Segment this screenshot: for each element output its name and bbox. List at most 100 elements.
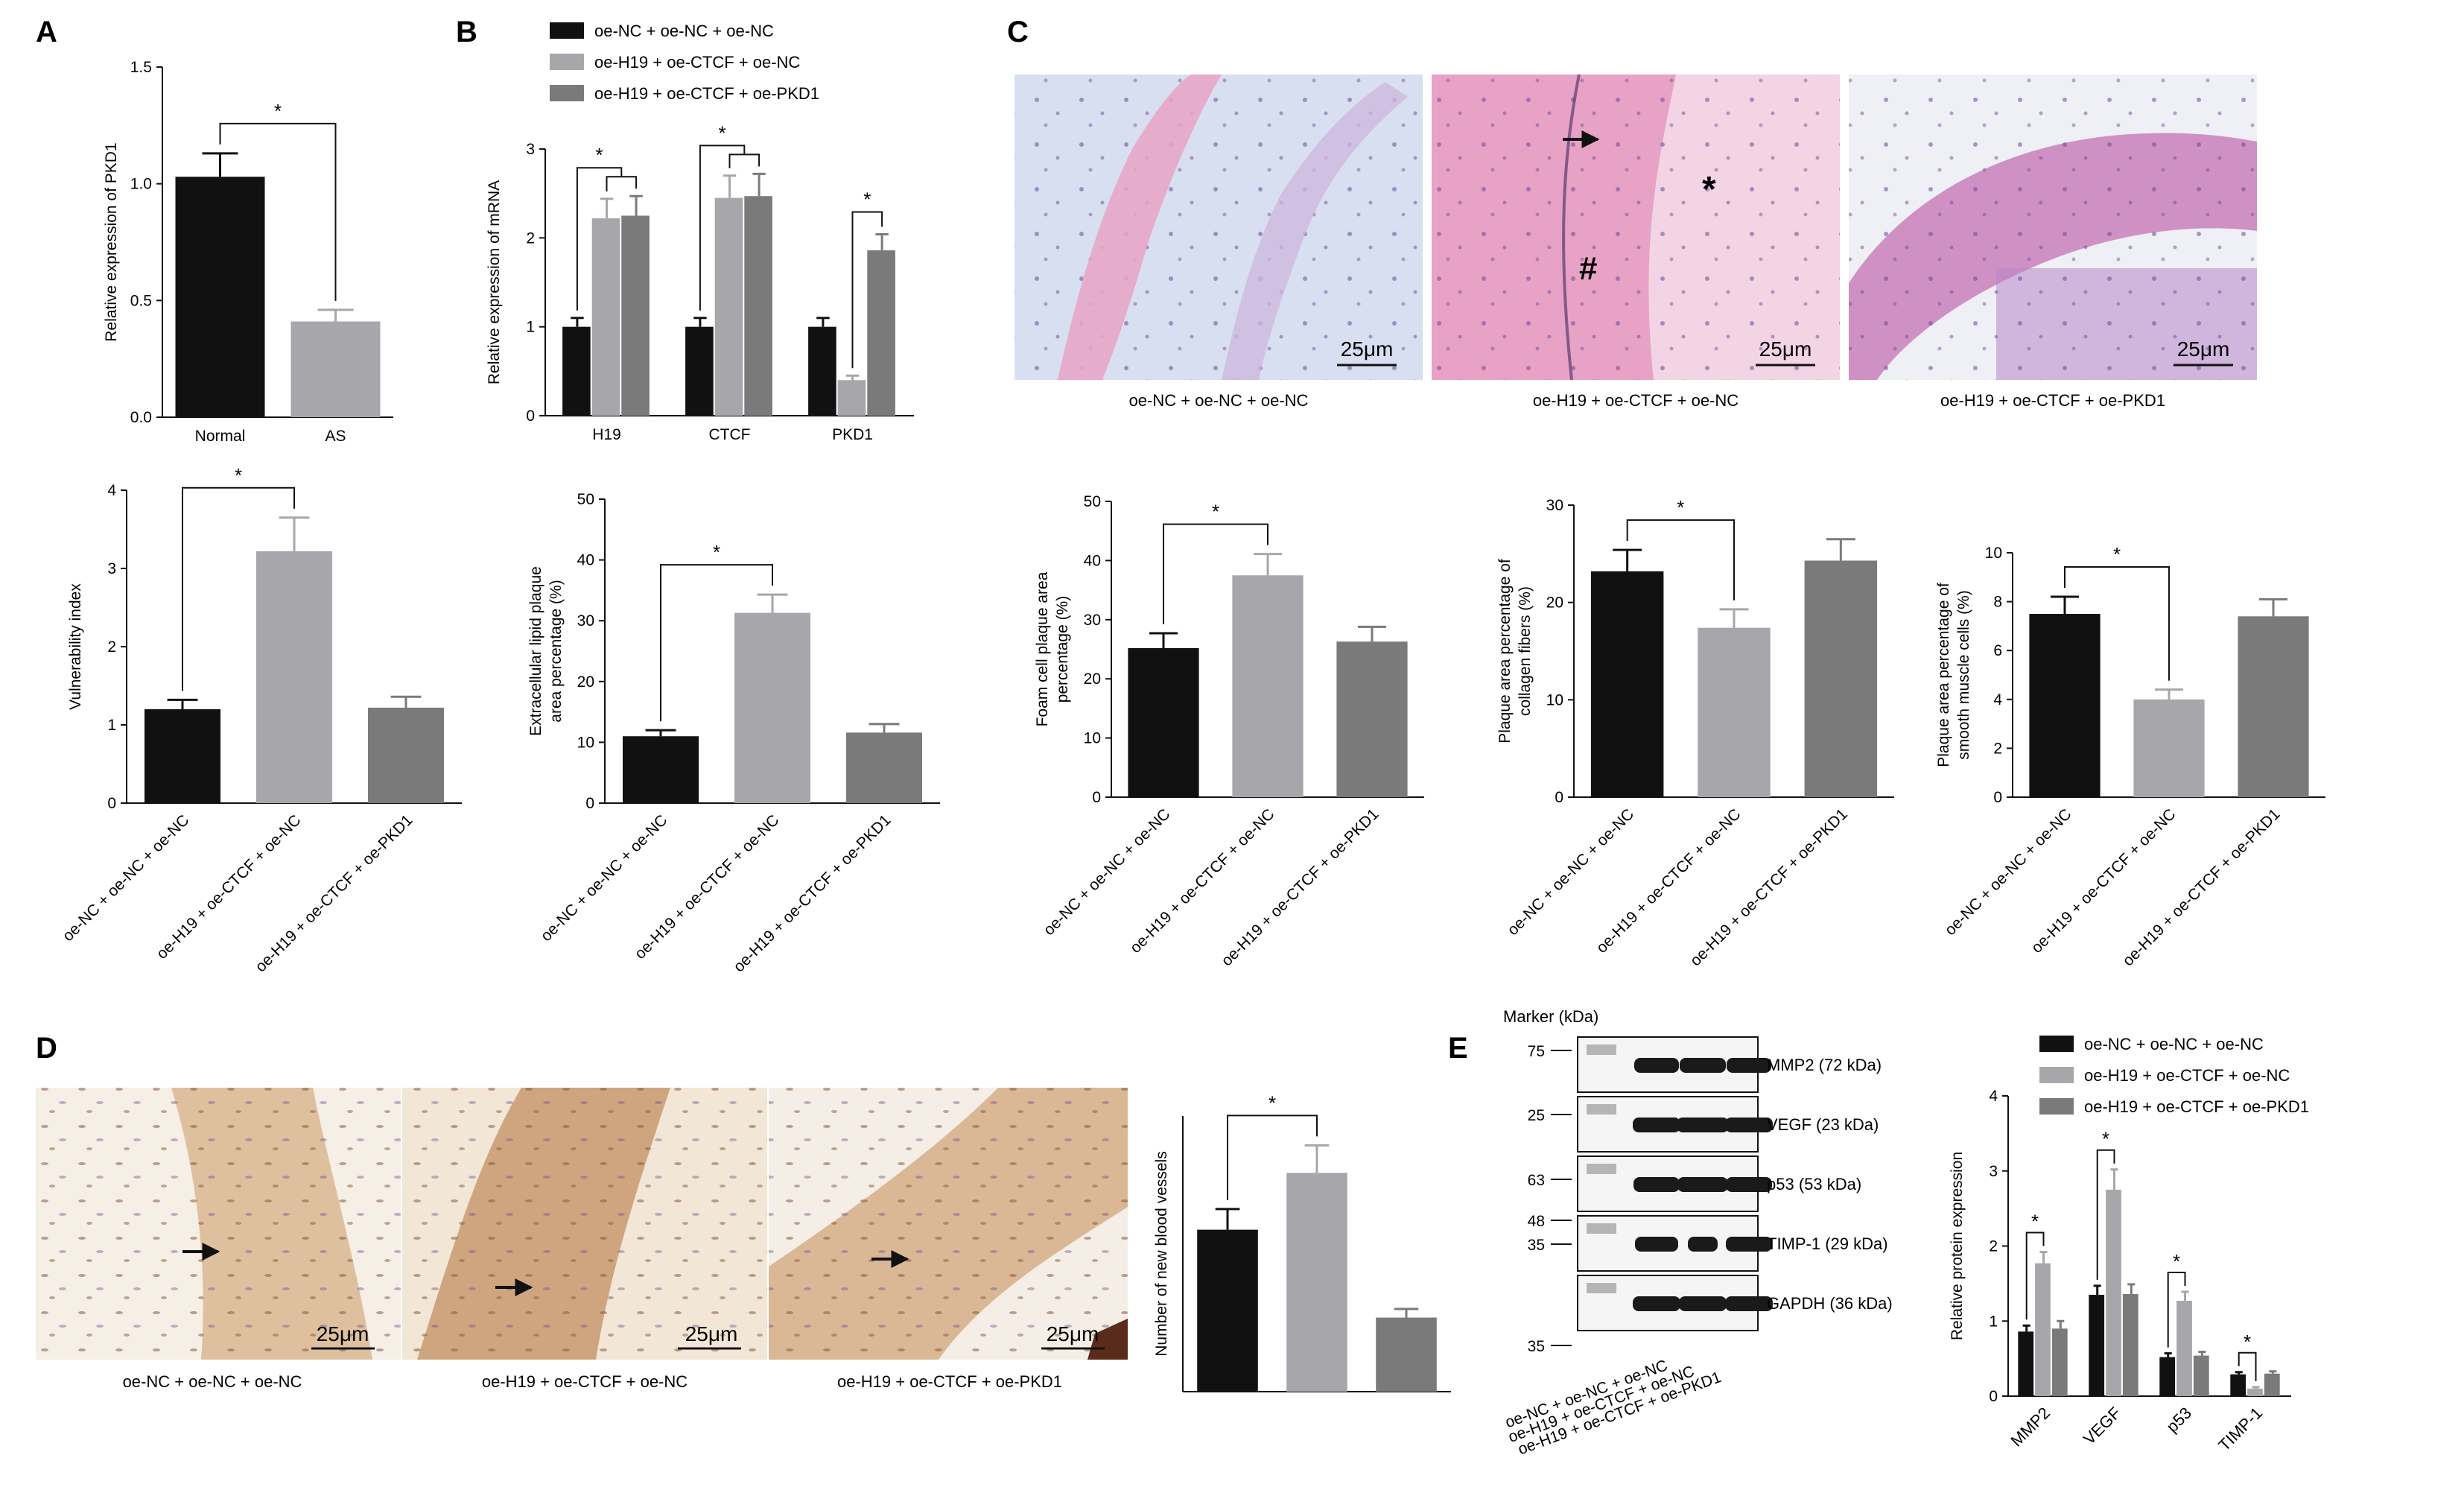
blot-band (1725, 1296, 1773, 1311)
significance-bracket (2025, 1231, 2045, 1320)
chart-collagen: 0 10 20 30 Plaque area percentage of collagen… (1496, 496, 1894, 969)
legend-label: oe-H19 + oe-CTCF + oe-NC (2084, 1066, 2290, 1085)
chart-foam-cell: 0 10 20 30 40 50 Foam cell plaque area percenta… (1034, 493, 1424, 969)
x-tick-label: TIMP-1 (2214, 1404, 2266, 1455)
significance-bracket (576, 167, 623, 311)
panel-letter-e: E (1448, 1032, 1468, 1065)
bar (256, 551, 332, 803)
y-axis-label: Relative expression of mRNA (486, 180, 503, 384)
blot-band (1677, 1118, 1729, 1132)
bar (1128, 647, 1199, 797)
y-tick-label: 0 (1555, 789, 1563, 806)
bar (685, 326, 714, 416)
legend-swatch (2039, 1098, 2074, 1115)
ihc-scale-1: 25μm (317, 1322, 369, 1345)
bar (714, 197, 743, 416)
significance-bracket (219, 122, 337, 301)
bar (2029, 614, 2101, 797)
significance-bracket (728, 153, 761, 168)
significance-bracket (1227, 1115, 1318, 1200)
y-tick-label: 8 (1993, 594, 2002, 611)
blot-band (1635, 1237, 1678, 1252)
blot-band (1725, 1118, 1773, 1132)
blot-band (1633, 1296, 1680, 1311)
y-tick-label: 1 (526, 319, 535, 336)
y-tick-label: 0.0 (130, 409, 152, 426)
bar (734, 612, 810, 803)
y-tick-label: 4 (107, 482, 116, 499)
bar (2133, 699, 2205, 797)
bar (744, 196, 772, 416)
y-tick-label: 1 (1989, 1313, 1998, 1330)
blot-band-label: GAPDH (36 kDa) (1767, 1294, 1893, 1313)
he-caption-1: oe-NC + oe-NC + oe-NC (1129, 391, 1309, 410)
x-tick-label: VEGF (2080, 1404, 2124, 1448)
significance-bracket (182, 486, 295, 691)
y-tick-label: 0.5 (130, 292, 152, 309)
ihc-scale-3: 25μm (1047, 1322, 1099, 1345)
x-tick-label: PKD1 (832, 426, 873, 443)
significance-bracket (699, 145, 746, 311)
legend-swatch (2039, 1067, 2074, 1083)
ihc-image-1 (36, 1088, 401, 1360)
bar (2176, 1301, 2192, 1396)
bar (867, 250, 895, 416)
panel-letter-c: C (1007, 16, 1029, 48)
bar (2193, 1355, 2209, 1396)
marker-lane-band (1587, 1044, 1616, 1055)
he-image-3 (1849, 74, 2257, 381)
bar (1336, 641, 1408, 797)
significance-star: * (2031, 1211, 2039, 1233)
significance-star: * (1268, 1091, 1276, 1114)
bar (2264, 1373, 2280, 1396)
bar (623, 736, 699, 803)
ihc-image-2 (402, 1088, 767, 1360)
bar (2230, 1374, 2247, 1396)
y-tick-label: 3 (526, 141, 535, 158)
legend-label: oe-NC + oe-NC + oe-NC (594, 22, 774, 40)
y-axis-label: Plaque area percentage of smooth muscle c… (1935, 583, 1972, 767)
blot-band (1633, 1118, 1680, 1132)
panel-letter-b: B (456, 16, 477, 48)
bar (1376, 1317, 1437, 1392)
y-axis-label: Foam cell plaque area percentage (%) (1034, 571, 1071, 726)
y-tick-label: 2 (107, 638, 116, 656)
blot-band (1677, 1177, 1728, 1192)
significance-star: * (1677, 496, 1684, 519)
he-scale-3: 25μm (2177, 337, 2230, 361)
chart-new-vessels: Number of new blood vessels * (1153, 1091, 1451, 1392)
y-axis-label: Number of new blood vessels (1153, 1151, 1170, 1356)
significance-star: * (1212, 501, 1219, 523)
significance-star: * (596, 144, 603, 166)
bar (175, 177, 265, 417)
marker-value: 35 (1528, 1237, 1545, 1254)
significance-bracket (2167, 1271, 2186, 1348)
significance-star: * (274, 100, 282, 122)
marker-lane-band (1587, 1223, 1616, 1234)
significance-star: * (2113, 543, 2121, 565)
bar (1232, 575, 1304, 797)
y-tick-label: 1 (107, 717, 116, 734)
significance-star: * (2244, 1331, 2251, 1353)
marker-value: 63 (1528, 1172, 1545, 1189)
blot-band (1634, 1058, 1679, 1073)
panel-letter-a: A (36, 16, 57, 48)
y-tick-label: 10 (1084, 730, 1101, 747)
he-caption-3: oe-H19 + oe-CTCF + oe-PKD1 (1940, 391, 2165, 410)
he-image-1 (1015, 74, 1423, 380)
chart-smooth-muscle: 0 2 4 6 8 10 Plaque area percentage of smooth m… (1935, 543, 2325, 969)
marker-value: 75 (1528, 1043, 1545, 1060)
x-tick-label: Normal (195, 428, 246, 445)
bar (2106, 1189, 2121, 1396)
ihc-scale-2: 25μm (685, 1322, 738, 1345)
legend-label: oe-NC + oe-NC + oe-NC (2084, 1035, 2264, 1053)
bar (562, 326, 591, 416)
blot-band (1679, 1296, 1727, 1311)
panel-letter-d: D (36, 1032, 57, 1065)
y-tick-label: 0 (107, 795, 116, 812)
significance-star: * (2173, 1250, 2180, 1272)
y-tick-label: 20 (1084, 670, 1101, 688)
bar (368, 707, 444, 803)
x-tick-label: oe-NC + oe-NC + oe-NC (538, 811, 671, 945)
y-tick-label: 0 (1989, 1388, 1998, 1405)
